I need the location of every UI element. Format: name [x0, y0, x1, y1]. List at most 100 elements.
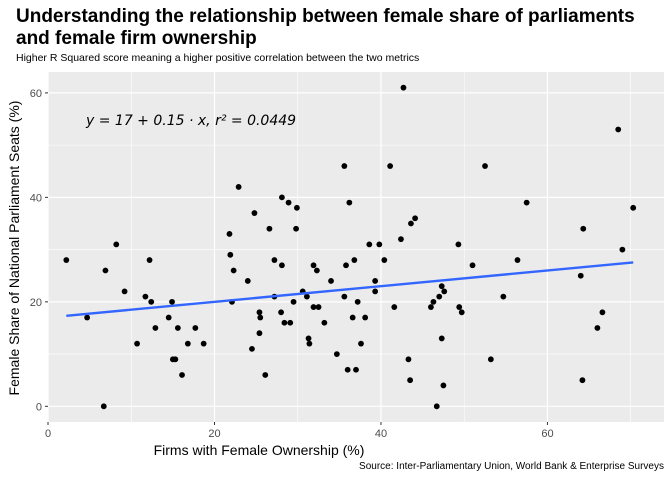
- y-tick-label: 60: [30, 88, 42, 100]
- scatter-point: [169, 298, 175, 305]
- plot-panel: [48, 72, 664, 422]
- scatter-point: [290, 298, 297, 305]
- scatter-point: [256, 330, 263, 337]
- scatter-point: [440, 382, 447, 389]
- scatter-point: [577, 272, 584, 279]
- scatter-point: [235, 184, 242, 190]
- scatter-point: [142, 293, 149, 300]
- scatter-point: [305, 335, 312, 342]
- scatter-point: [315, 304, 322, 310]
- scatter-point: [455, 241, 462, 248]
- scatter-point: [615, 126, 622, 133]
- scatter-point: [293, 225, 299, 232]
- scatter-point: [456, 304, 463, 310]
- scatter-point: [266, 225, 273, 232]
- scatter-point: [412, 215, 419, 222]
- scatter-point: [372, 288, 379, 295]
- scatter-point: [102, 267, 109, 274]
- scatter-point: [279, 262, 285, 269]
- scatter-point: [523, 199, 530, 206]
- scatter-point: [349, 314, 356, 321]
- scatter-point: [400, 84, 407, 91]
- scatter-point: [353, 366, 359, 373]
- scatter-point: [619, 246, 626, 253]
- scatter-point: [328, 278, 334, 284]
- minor-gridlines: [48, 72, 664, 422]
- x-axis-title: Firms with Female Ownership (%): [154, 442, 365, 458]
- scatter-point: [407, 377, 414, 384]
- scatter-point: [174, 325, 181, 331]
- scatter-point: [226, 231, 233, 237]
- scatter-point: [306, 340, 313, 347]
- y-tick-label: 0: [36, 401, 42, 413]
- scatter-point: [256, 309, 263, 316]
- scatter-point: [579, 377, 586, 384]
- scatter-point: [113, 241, 120, 248]
- scatter-point: [227, 251, 234, 258]
- scatter-point: [313, 267, 320, 274]
- scatter-point: [398, 236, 404, 243]
- scatter-point: [257, 314, 264, 321]
- scatter-point: [441, 288, 448, 295]
- scatter-point: [372, 278, 379, 284]
- y-tick-label: 20: [30, 297, 42, 309]
- scatter-point: [381, 257, 388, 263]
- scatter-point: [343, 262, 349, 269]
- scatter-point: [84, 314, 91, 321]
- scatter-point: [376, 241, 383, 248]
- scatter-point: [134, 340, 140, 347]
- scatter-point: [482, 163, 488, 169]
- scatter-point: [121, 288, 128, 295]
- scatter-point: [148, 298, 155, 305]
- regression-line: [66, 261, 634, 317]
- chart-title: Understanding the relationship between f…: [16, 6, 635, 49]
- scatter-point: [279, 194, 285, 201]
- scatter-point: [344, 366, 351, 373]
- y-axis-ticks: 0 20 40 60: [30, 88, 48, 413]
- scatter-point: [358, 340, 364, 347]
- scatter-point: [580, 225, 587, 232]
- scatter-point: [430, 298, 437, 305]
- scatter-point: [100, 403, 107, 410]
- scatter-point: [184, 340, 191, 347]
- scatter-point: [230, 267, 237, 274]
- scatter-point: [293, 204, 300, 211]
- scatter-point: [405, 356, 412, 363]
- scatter-point: [165, 314, 172, 321]
- scatter-point: [341, 163, 348, 169]
- scatter-point: [500, 293, 507, 300]
- scatter-point: [310, 262, 317, 269]
- scatter-point: [346, 199, 353, 206]
- scatter-point: [63, 257, 70, 263]
- scatter-point: [200, 340, 207, 347]
- scatter-point: [285, 199, 292, 206]
- x-tick-label: 40: [375, 428, 387, 440]
- chart-subtitle: Higher R Squared score meaning a higher …: [16, 52, 420, 64]
- data-points: [63, 84, 637, 410]
- scatter-point: [630, 204, 637, 211]
- scatter-point: [310, 304, 317, 310]
- scatter-point: [287, 319, 294, 326]
- scatter-point: [599, 309, 606, 316]
- scatter-point: [428, 304, 434, 310]
- source-caption: Source: Inter-Parliamentary Union, World…: [359, 461, 664, 472]
- scatter-point: [408, 220, 414, 227]
- scatter-point: [172, 356, 179, 363]
- x-tick-label: 20: [208, 428, 220, 440]
- scatter-point: [333, 351, 340, 357]
- scatter-point: [146, 257, 153, 263]
- scatter-point: [251, 210, 258, 216]
- x-tick-label: 60: [541, 428, 553, 440]
- scatter-point: [341, 293, 348, 300]
- y-tick-label: 40: [30, 192, 42, 204]
- scatter-point: [321, 319, 328, 326]
- scatter-point: [303, 293, 310, 300]
- scatter-point: [436, 293, 443, 300]
- scatter-point: [458, 309, 465, 316]
- x-axis-ticks: 0 20 40 60: [45, 422, 554, 440]
- scatter-point: [244, 278, 251, 284]
- scatter-point: [438, 283, 445, 290]
- scatter-point: [249, 345, 255, 352]
- scatter-point: [487, 356, 494, 363]
